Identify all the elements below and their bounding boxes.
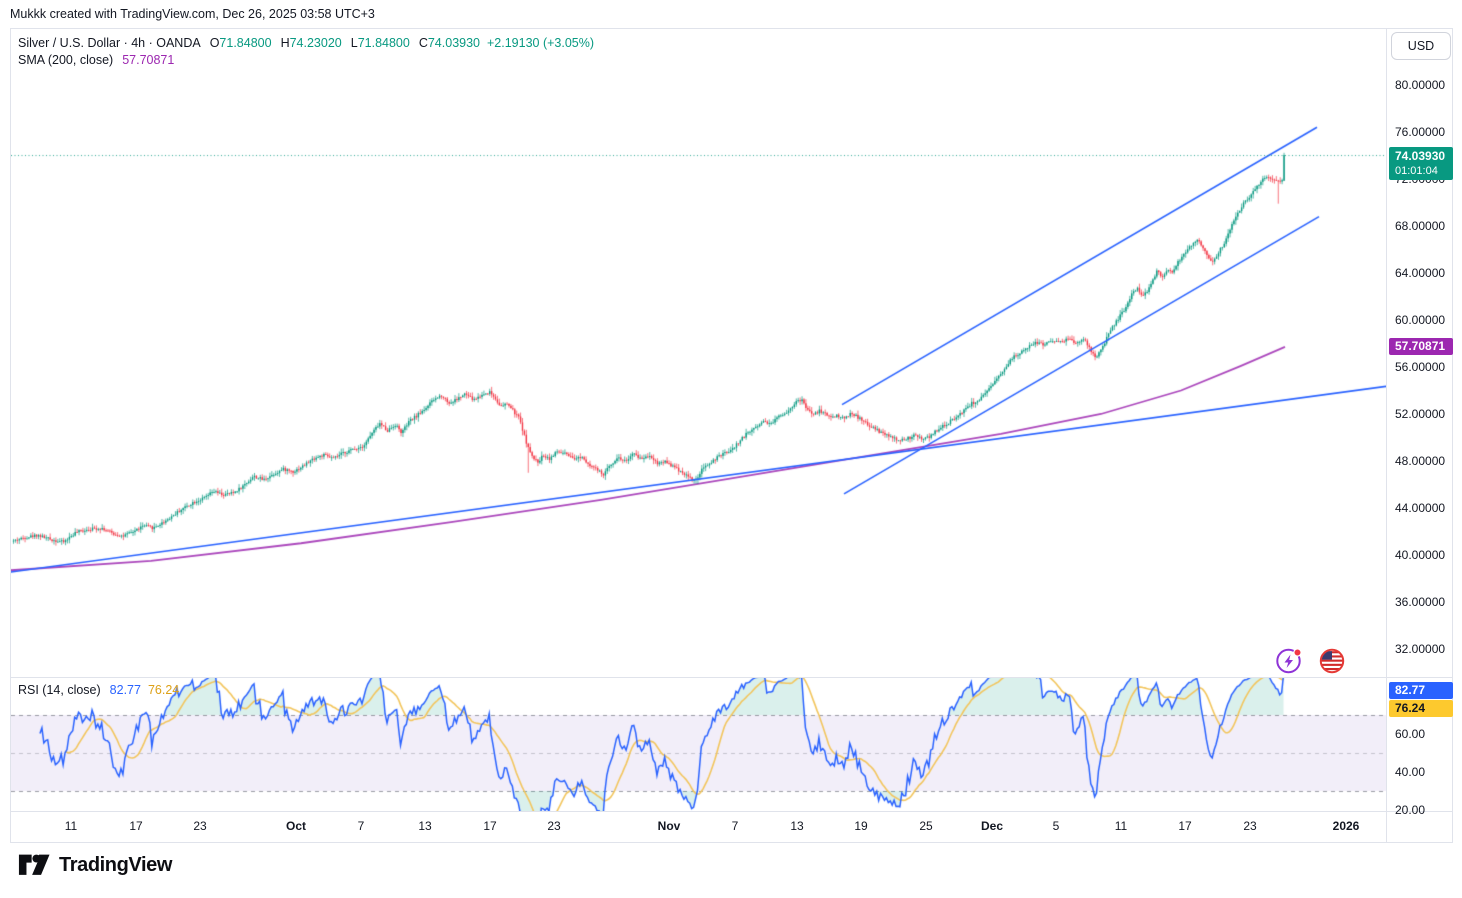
rsi-scale-label: 60.00 — [1395, 727, 1426, 741]
time-axis-border — [11, 811, 1452, 812]
time-axis-label: 23 — [547, 819, 561, 833]
time-axis-label: 7 — [357, 819, 365, 833]
change-value: +2.19130 (+3.05%) — [487, 36, 595, 50]
price-chart-canvas[interactable] — [11, 29, 1386, 677]
time-axis-label: 17 — [1178, 819, 1192, 833]
us-flag-event-icon[interactable] — [1319, 648, 1345, 674]
time-axis-label: 23 — [193, 819, 207, 833]
price-scale-label: 36.00000 — [1395, 595, 1446, 609]
time-axis-label: 7 — [731, 819, 739, 833]
time-axis-label: 11 — [1114, 819, 1128, 833]
price-scale-label: 52.00000 — [1395, 407, 1446, 421]
sma-row[interactable]: SMA (200, close) 57.70871 — [18, 52, 594, 69]
rsi-ma-value-badge: 76.24 — [1389, 699, 1453, 717]
symbol-row[interactable]: Silver / U.S. Dollar · 4h · OANDA O71.848… — [18, 35, 594, 52]
rsi-chart-canvas[interactable] — [11, 677, 1386, 811]
chart-frame: Silver / U.S. Dollar · 4h · OANDA O71.848… — [10, 28, 1453, 843]
price-scale-separator — [1386, 29, 1387, 842]
price-scale-label: 40.00000 — [1395, 548, 1446, 562]
low-label: L — [350, 36, 358, 50]
sma-label[interactable]: SMA (200, close) — [18, 53, 114, 67]
price-scale-label: 48.00000 — [1395, 454, 1446, 468]
close-label: C — [418, 36, 428, 50]
time-axis-label: Dec — [980, 819, 1003, 833]
time-axis-label: 17 — [129, 819, 143, 833]
price-scale-label: 80.00000 — [1395, 78, 1446, 92]
time-axis-label: 2026 — [1332, 819, 1360, 833]
rsi-scale-label: 20.00 — [1395, 803, 1426, 817]
time-axis-label: Oct — [285, 819, 306, 833]
last-price-badge: 74.03930 01:01:04 — [1389, 146, 1453, 180]
time-axis-label: 25 — [919, 819, 933, 833]
sma-value: 57.70871 — [122, 53, 175, 67]
time-axis-label: 5 — [1052, 819, 1060, 833]
price-scale-label: 56.00000 — [1395, 360, 1446, 374]
main-legend: Silver / U.S. Dollar · 4h · OANDA O71.848… — [18, 35, 594, 69]
watermark: Mukkk created with TradingView.com, Dec … — [10, 7, 375, 21]
pane-divider[interactable] — [11, 677, 1452, 678]
open-value: 71.84800 — [219, 36, 272, 50]
sma-price-badge: 57.70871 — [1389, 337, 1453, 355]
price-scale-label: 64.00000 — [1395, 266, 1446, 280]
time-axis-label: 13 — [790, 819, 804, 833]
time-axis-label: Nov — [657, 819, 681, 833]
price-scale-label: 32.00000 — [1395, 642, 1446, 656]
high-label: H — [280, 36, 290, 50]
tradingview-logo-text: TradingView — [59, 853, 173, 876]
rsi-value-badge: 82.77 — [1389, 681, 1453, 699]
rsi-label[interactable]: RSI (14, close) — [18, 683, 101, 697]
time-axis-label: 11 — [64, 819, 78, 833]
price-scale-label: 76.00000 — [1395, 125, 1446, 139]
symbol-title[interactable]: Silver / U.S. Dollar · 4h · OANDA — [18, 36, 201, 50]
price-scale-label: 44.00000 — [1395, 501, 1446, 515]
time-axis-label: 13 — [418, 819, 432, 833]
close-value: 74.03930 — [427, 36, 480, 50]
rsi-scale-label: 40.00 — [1395, 765, 1426, 779]
tradingview-logo[interactable]: TradingView — [18, 852, 172, 878]
rsi-value: 82.77 — [109, 683, 141, 697]
last-price-value: 74.03930 — [1395, 148, 1446, 163]
high-value: 74.23020 — [289, 36, 342, 50]
flash-event-icon[interactable] — [1275, 646, 1304, 675]
open-label: O — [209, 36, 220, 50]
time-axis-label: 23 — [1243, 819, 1257, 833]
bar-countdown: 01:01:04 — [1395, 164, 1438, 177]
currency-button[interactable]: USD — [1391, 32, 1451, 60]
time-axis-label: 17 — [483, 819, 497, 833]
time-axis-label: 19 — [854, 819, 868, 833]
price-scale-label: 60.00000 — [1395, 313, 1446, 327]
low-value: 71.84800 — [357, 36, 410, 50]
rsi-ma-value: 76.24 — [147, 683, 180, 697]
tradingview-logo-icon — [18, 854, 50, 875]
rsi-legend[interactable]: RSI (14, close) 82.77 76.24 — [18, 683, 179, 697]
price-scale-label: 68.00000 — [1395, 219, 1446, 233]
